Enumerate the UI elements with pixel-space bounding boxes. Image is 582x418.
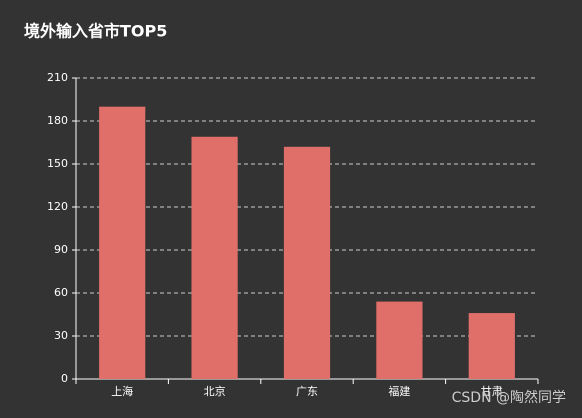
bar: [376, 301, 423, 379]
bar: [283, 146, 331, 379]
y-tick-label: 0: [61, 372, 68, 385]
x-tick-label: 上海: [111, 384, 133, 398]
chart-title: 境外输入省市TOP5: [24, 22, 167, 41]
y-tick-label: 30: [54, 329, 68, 342]
x-tick-label: 甘肃: [481, 385, 503, 398]
bar: [468, 313, 515, 379]
watermark: CSDN @陶然同学: [452, 389, 566, 406]
y-tick-label: 60: [54, 286, 68, 299]
x-tick-label: 广东: [296, 385, 318, 398]
y-tick-label: 150: [47, 157, 68, 170]
y-tick-label: 90: [54, 243, 68, 256]
y-tick-label: 210: [47, 71, 68, 84]
bar: [99, 106, 146, 380]
bar: [191, 136, 238, 379]
x-tick-label: 北京: [204, 384, 226, 398]
x-tick-label: 福建: [388, 384, 410, 398]
y-tick-label: 180: [47, 114, 68, 127]
y-tick-label: 120: [47, 200, 68, 213]
